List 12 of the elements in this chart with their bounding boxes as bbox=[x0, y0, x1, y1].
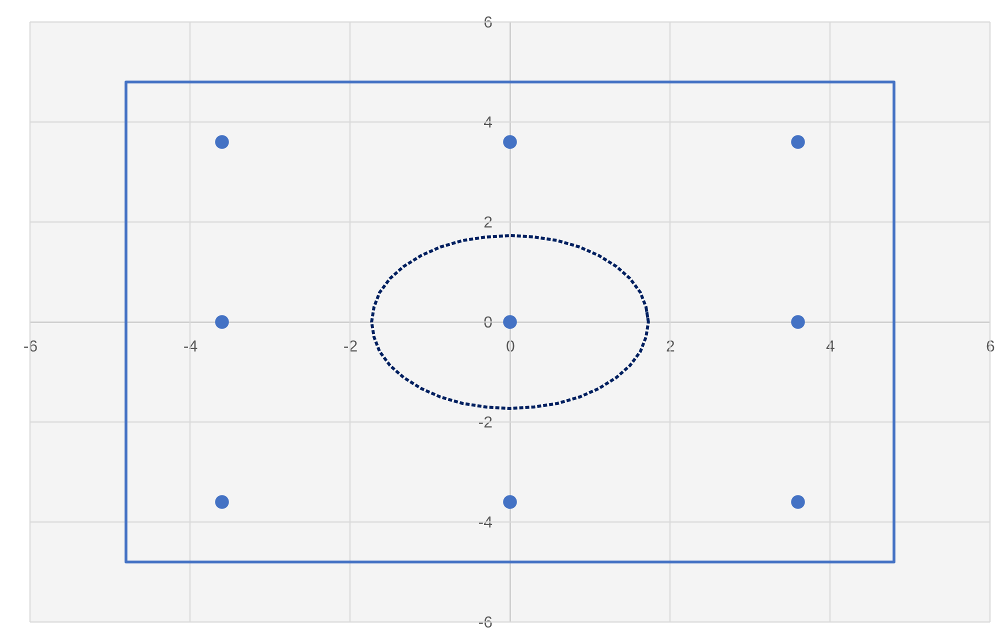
point bbox=[503, 315, 517, 329]
point bbox=[215, 315, 229, 329]
point bbox=[503, 135, 517, 149]
point bbox=[503, 495, 517, 509]
point bbox=[791, 135, 805, 149]
line-series bbox=[370, 234, 650, 410]
point bbox=[791, 495, 805, 509]
y-tick-label: -2 bbox=[478, 414, 493, 432]
point bbox=[215, 495, 229, 509]
y-tick-label: 2 bbox=[484, 214, 493, 232]
point bbox=[215, 135, 229, 149]
point bbox=[791, 315, 805, 329]
